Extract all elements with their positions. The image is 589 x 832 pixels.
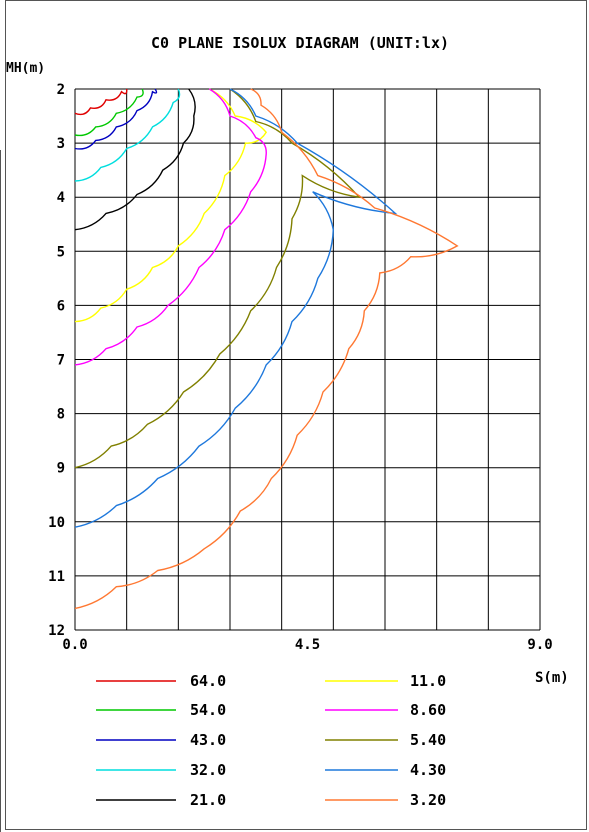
y-tick-label: 12 — [48, 623, 65, 639]
x-tick-labels: 0.0 4.5 9.0 — [62, 637, 552, 653]
isolux-curves — [74, 88, 459, 610]
legend-label: 32.0 — [190, 761, 226, 779]
isolux-curve-11.0 — [74, 88, 268, 323]
legend-label: 3.20 — [410, 791, 446, 809]
y-axis-label: MH(m) — [6, 61, 45, 76]
y-tick-label: 11 — [48, 569, 65, 585]
isolux-curve-8.60 — [74, 88, 267, 366]
y-tick-label: 5 — [57, 244, 65, 260]
isolux-curve-4.30 — [74, 88, 398, 528]
y-tick-label: 10 — [48, 515, 65, 531]
isolux-curve-43.0 — [74, 88, 158, 150]
legend-label: 8.60 — [410, 701, 446, 719]
grid — [74, 88, 541, 631]
y-tick-labels: 2 3 4 5 6 7 8 9 10 11 12 — [48, 82, 65, 639]
legend-label: 4.30 — [410, 761, 446, 779]
y-tick-label: 2 — [57, 82, 65, 98]
legend: 64.0 54.0 43.0 32.0 21.0 11.0 8.60 5.40 4.30 3.20 — [96, 672, 446, 809]
isolux-curve-32.0 — [74, 88, 181, 182]
y-tick-label: 7 — [57, 353, 65, 369]
isolux-curve-21.0 — [74, 88, 196, 231]
isolux-curve-64.0 — [74, 88, 128, 116]
isolux-curve-5.40 — [74, 88, 362, 469]
legend-label: 11.0 — [410, 672, 446, 690]
legend-label: 21.0 — [190, 791, 226, 809]
y-tick-label: 8 — [57, 407, 65, 423]
y-tick-label: 9 — [57, 461, 65, 477]
legend-label: 5.40 — [410, 731, 446, 749]
y-tick-label: 6 — [57, 298, 65, 314]
legend-label: 43.0 — [190, 731, 226, 749]
x-tick-label: 9.0 — [527, 637, 552, 653]
y-tick-label: 4 — [57, 190, 65, 206]
x-tick-label: 4.5 — [295, 637, 320, 653]
legend-label: 64.0 — [190, 672, 226, 690]
chart-panel — [5, 0, 587, 830]
isolux-curve-54.0 — [74, 88, 144, 137]
left-border — [0, 150, 1, 832]
y-tick-label: 3 — [57, 136, 65, 152]
x-tick-label: 0.0 — [62, 637, 87, 653]
legend-label: 54.0 — [190, 701, 226, 719]
isolux-curve-3.20 — [74, 88, 459, 610]
x-axis-label: S(m) — [535, 670, 569, 686]
chart-title: C0 PLANE ISOLUX DIAGRAM (UNIT:lx) — [151, 34, 449, 52]
